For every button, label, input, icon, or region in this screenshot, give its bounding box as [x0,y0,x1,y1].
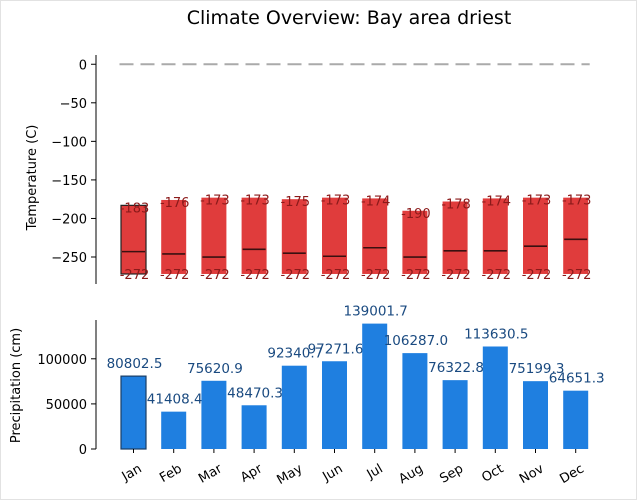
temperature-min-label: -272 [482,268,512,283]
temperature-max-label: -183 [120,201,150,216]
precipitation-value-label: 80802.5 [107,356,163,372]
x-tick-label: Oct [479,461,506,485]
precipitation-bar [482,346,508,449]
precipitation-value-label: 48470.3 [227,385,283,401]
temperature-y-tick-label: 0 [79,58,87,73]
precipitation-bar [201,380,227,449]
x-tick-label: May [275,461,306,488]
precipitation-bar [281,365,307,449]
temperature-y-tick-label: −250 [51,251,87,266]
temperature-range-bar [482,198,508,274]
temperature-max-label: -174 [482,194,512,209]
x-tick-label: Jul [364,461,386,482]
temperature-min-label: -272 [160,268,190,283]
precipitation-y-tick-label: 50000 [46,398,87,413]
precipitation-bar [442,380,468,449]
temperature-range-bar [161,199,187,274]
precipitation-bar [402,353,428,449]
precipitation-value-label: 75199.3 [509,361,565,377]
temperature-max-label: -173 [200,194,230,209]
temperature-min-label: -272 [401,268,431,283]
precipitation-bar [362,323,388,449]
precipitation-value-label: 139001.7 [343,304,407,320]
temperature-min-label: -272 [200,268,230,283]
precipitation-value-label: 113630.5 [464,326,528,342]
precipitation-value-label: 75620.9 [187,361,243,377]
temperature-min-label: -272 [361,268,391,283]
precipitation-value-label: 92340.7 [267,346,323,362]
x-tick-label: Mar [196,461,225,487]
temperature-range-bar [241,197,267,274]
precipitation-y-tick-label: 0 [79,443,87,458]
precipitation-bar [563,390,589,449]
temperature-min-label: -272 [562,268,592,283]
temperature-max-label: -173 [562,194,592,209]
x-tick-label: Dec [557,461,586,487]
temperature-y-axis-label: Temperature (C) [25,125,40,232]
x-tick-label: Aug [396,461,425,487]
precipitation-bar [523,381,548,449]
temperature-range-bar [322,197,347,274]
temperature-range-bar [442,201,468,274]
temperature-max-label: -190 [401,207,431,222]
temperature-min-label: -272 [240,268,270,283]
temperature-min-label: -272 [441,268,471,283]
x-tick-label: Nov [517,461,547,487]
chart-title: Climate Overview: Bay area driest [187,7,512,29]
temperature-min-label: -272 [321,268,351,283]
temperature-range-bar [201,197,227,274]
temperature-max-label: -173 [522,194,552,209]
precipitation-bar [120,375,147,450]
temperature-y-tick-label: −150 [51,174,87,189]
precipitation-y-axis-label: Precipitation (cm) [9,328,24,443]
temperature-max-label: -176 [160,196,190,211]
precipitation-bar [322,361,347,449]
temperature-range-bar [563,197,589,274]
temperature-y-tick-label: −50 [60,97,87,112]
temperature-range-bar [402,210,428,274]
temperature-min-label: -272 [120,268,150,283]
precipitation-value-label: 97271.6 [308,341,364,357]
x-tick-label: Feb [157,461,184,486]
x-tick-label: Jan [119,461,145,485]
precipitation-value-label: 41408.4 [147,392,203,408]
x-tick-label: Apr [238,461,266,486]
temperature-range-bar [281,199,307,274]
temperature-max-label: -178 [441,197,471,212]
temperature-min-label: -272 [281,268,311,283]
precipitation-value-label: 76322.8 [428,360,484,376]
temperature-max-label: -175 [281,195,311,210]
x-tick-label: Sep [437,461,466,486]
precipitation-bar [161,411,187,449]
temperature-min-label: -272 [522,268,552,283]
temperature-range-bar [523,197,548,274]
x-tick-label: Jun [320,461,346,485]
temperature-range-bar [120,204,147,275]
precipitation-panel: 0 50000 100000 Precipitation (cm) 80802.5 Jan… [9,304,605,488]
precipitation-value-label: 106287.0 [384,333,448,349]
temperature-max-label: -173 [240,194,270,209]
precipitation-y-tick-label: 100000 [37,353,87,368]
precipitation-value-label: 64651.3 [549,371,605,387]
temperature-max-label: -174 [361,194,391,209]
temperature-max-label: -173 [321,194,351,209]
temperature-range-bar [362,198,388,274]
temperature-y-tick-label: −200 [51,212,87,227]
precipitation-bar [241,405,267,449]
temperature-y-tick-label: −100 [51,135,87,150]
